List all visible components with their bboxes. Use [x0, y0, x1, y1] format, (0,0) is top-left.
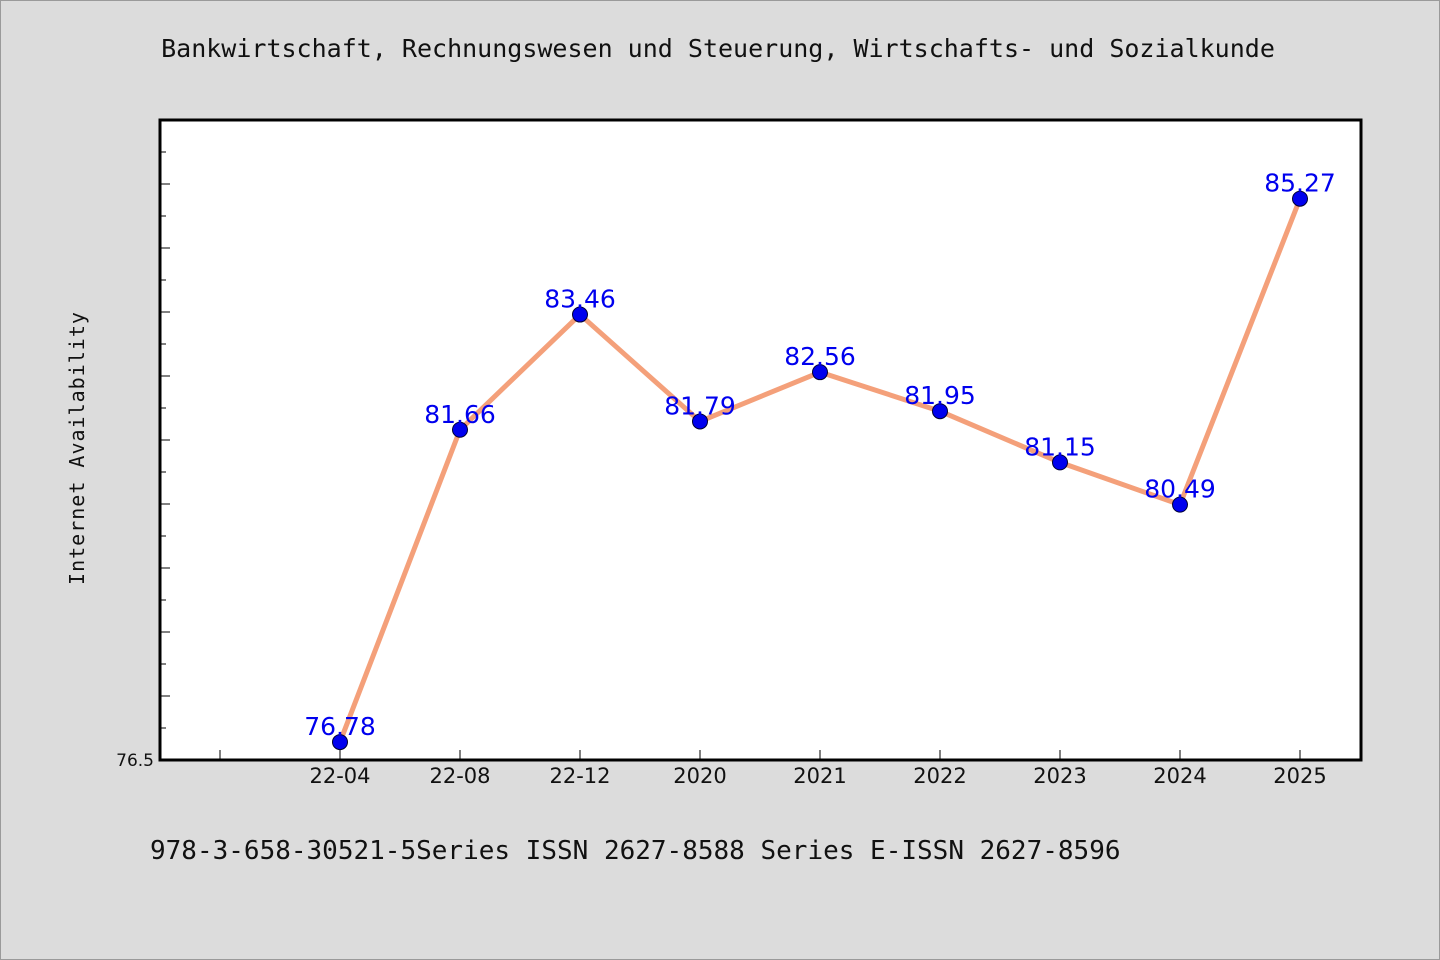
- data-label: 76.78: [304, 712, 376, 741]
- footer-isbn-text: 978-3-658-30521-5Series ISSN 2627-8588 S…: [150, 836, 1121, 866]
- data-point: [1292, 190, 1308, 207]
- x-tick-label: 22-12: [549, 764, 610, 788]
- x-tick-label: 22-08: [429, 764, 490, 788]
- y-axis-label: Internet Availability: [65, 311, 89, 585]
- data-label: 85.27: [1264, 169, 1336, 198]
- data-label: 81.79: [664, 391, 736, 420]
- series-group: 76.78 81.66 83.46 81.79 82.56 81.95 81.15 80.49…: [304, 169, 1336, 751]
- data-label: 81.15: [1024, 432, 1096, 461]
- data-label: 81.66: [424, 400, 496, 429]
- data-label: 82.56: [784, 342, 856, 371]
- x-tick-label: 2022: [913, 764, 966, 788]
- data-point: [572, 306, 588, 323]
- chart-title: Bankwirtschaft, Rechnungswesen und Steue…: [161, 34, 1275, 63]
- x-tick-label: 2024: [1153, 764, 1206, 788]
- data-point: [452, 421, 468, 438]
- y-axis-ticks: 76.5: [116, 119, 170, 771]
- data-label: 81.95: [904, 381, 976, 410]
- data-label: 80.49: [1144, 475, 1216, 504]
- data-point: [692, 413, 708, 430]
- x-tick-label: 2025: [1273, 764, 1326, 788]
- data-label: 83.46: [544, 285, 616, 314]
- x-tick-label: 2020: [673, 764, 726, 788]
- x-axis-ticks: 22-04 22-08 22-12 2020 2021 2022 2023 2024 2025: [219, 750, 1327, 788]
- x-tick-label: 22-04: [309, 764, 370, 788]
- plot-area: [158, 118, 1363, 762]
- data-point: [812, 364, 828, 381]
- data-point: [932, 403, 948, 420]
- y-tick-label: 76.5: [116, 751, 154, 771]
- data-point: [332, 734, 348, 751]
- x-tick-label: 2023: [1033, 764, 1086, 788]
- data-point: [1052, 454, 1068, 471]
- data-point: [1172, 496, 1188, 513]
- x-tick-label: 2021: [793, 764, 846, 788]
